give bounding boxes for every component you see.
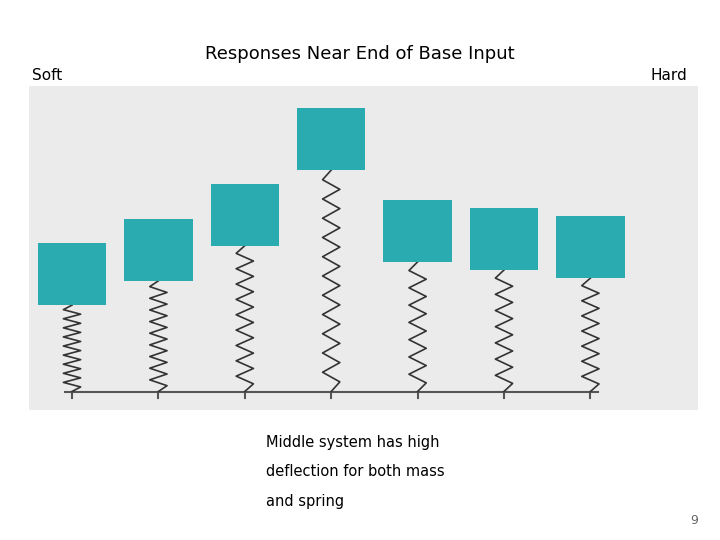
Text: 9: 9 <box>690 514 698 526</box>
Text: and spring: and spring <box>266 494 345 509</box>
FancyBboxPatch shape <box>38 243 107 305</box>
FancyBboxPatch shape <box>124 219 192 281</box>
FancyBboxPatch shape <box>556 216 624 278</box>
Text: Responses Near End of Base Input: Responses Near End of Base Input <box>205 45 515 63</box>
FancyBboxPatch shape <box>469 208 538 270</box>
Text: Middle system has high: Middle system has high <box>266 435 440 450</box>
FancyBboxPatch shape <box>211 184 279 246</box>
Text: Hard: Hard <box>651 68 688 83</box>
Text: deflection for both mass: deflection for both mass <box>266 464 445 480</box>
Text: Soft: Soft <box>32 68 63 83</box>
FancyBboxPatch shape <box>297 108 366 170</box>
FancyBboxPatch shape <box>383 200 452 262</box>
